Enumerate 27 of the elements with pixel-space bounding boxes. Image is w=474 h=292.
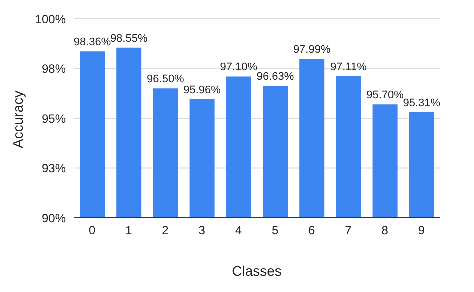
x-tick-label: 6 bbox=[308, 224, 316, 238]
y-axis-title: Accuracy bbox=[10, 90, 26, 148]
data-label: 95.31% bbox=[403, 97, 441, 110]
x-tick-label: 2 bbox=[162, 224, 170, 238]
data-label: 95.96% bbox=[184, 84, 222, 96]
y-tick-label: 90% bbox=[42, 211, 66, 226]
data-label: 95.70% bbox=[366, 90, 404, 102]
x-tick-label: 4 bbox=[235, 224, 242, 238]
x-tick-label: 0 bbox=[88, 224, 96, 238]
x-axis-title: Classes bbox=[232, 263, 282, 279]
data-label: 97.10% bbox=[220, 62, 258, 74]
x-tick-label: 1 bbox=[126, 224, 133, 238]
data-label: 96.63% bbox=[256, 71, 294, 84]
data-label: 97.99% bbox=[293, 44, 331, 56]
x-tick-label: 5 bbox=[272, 224, 279, 238]
data-label: 98.36% bbox=[74, 36, 112, 49]
y-tick-label: 98% bbox=[42, 62, 66, 76]
x-tick-label: 8 bbox=[382, 224, 389, 238]
data-label: 98.55% bbox=[110, 32, 148, 45]
x-tick-label: 9 bbox=[418, 224, 426, 238]
y-tick-label: 93% bbox=[42, 162, 66, 176]
y-tick-label: 95% bbox=[42, 112, 66, 126]
data-label: 96.50% bbox=[147, 74, 185, 86]
x-tick-label: 7 bbox=[345, 224, 352, 238]
data-label: 97.11% bbox=[330, 62, 368, 74]
y-tick-label: 100% bbox=[35, 12, 66, 26]
x-tick-label: 3 bbox=[198, 224, 206, 238]
